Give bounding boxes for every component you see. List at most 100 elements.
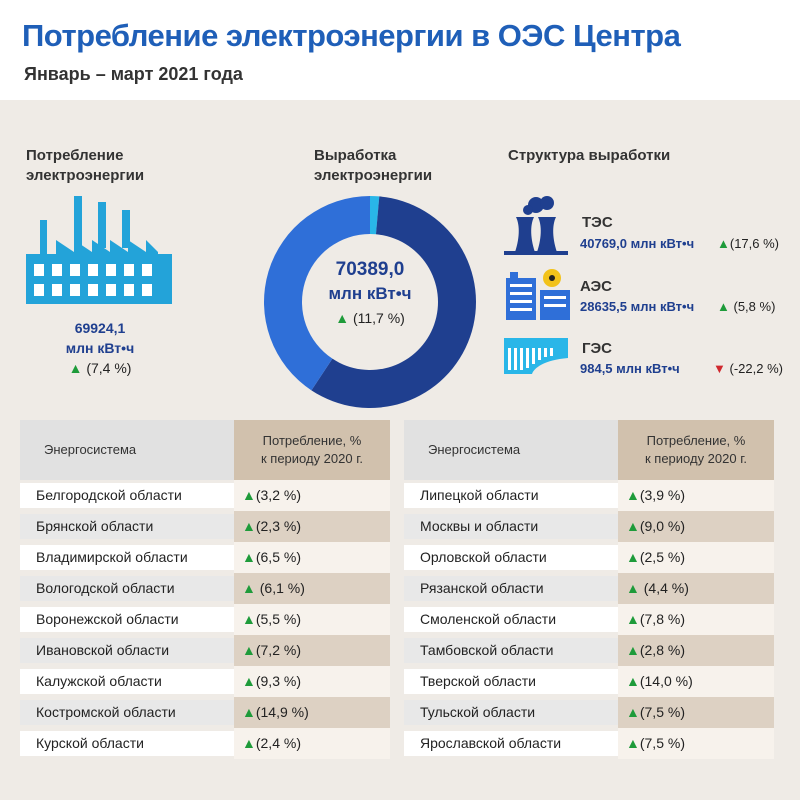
donut-slice-ges (370, 196, 380, 235)
up-arrow-icon: ▲ (626, 580, 640, 596)
up-arrow-icon: ▲ (242, 611, 256, 627)
region-name: Тамбовской области (404, 638, 618, 663)
generation-donut-chart (264, 196, 476, 408)
region-name: Вологодской области (20, 576, 234, 601)
table-row: Тамбовской области ▲(2,8 %) (404, 635, 774, 666)
table-row: Курской области ▲(2,4 %) (20, 728, 390, 759)
table-row: Вологодской области ▲ (6,1 %) (20, 573, 390, 604)
region-change: ▲(2,8 %) (618, 635, 774, 666)
table-body: Белгородской области ▲(3,2 %) Брянской обл… (20, 480, 390, 759)
structure-value-aes: 28635,5 млн кВт•ч (580, 299, 695, 314)
structure-name-ges: ГЭС (582, 340, 613, 357)
down-arrow-icon: ▼ (713, 361, 726, 376)
region-change: ▲(5,5 %) (234, 604, 390, 635)
up-arrow-icon: ▲ (242, 580, 256, 596)
table-header: Энергосистема Потребление, % к периоду 2… (20, 420, 390, 480)
region-name: Тульской области (404, 700, 618, 725)
region-name: Тверской области (404, 669, 618, 694)
table-body: Липецкой области ▲(3,9 %) Москвы и области… (404, 480, 774, 759)
generation-unit: млн кВт•ч (328, 284, 412, 303)
up-arrow-icon: ▲ (242, 735, 256, 751)
region-change: ▲(7,2 %) (234, 635, 390, 666)
region-name: Калужской области (20, 669, 234, 694)
donut-slice-aes (264, 196, 370, 391)
region-change: ▲(2,5 %) (618, 542, 774, 573)
region-name: Москвы и области (404, 514, 618, 539)
table-row: Липецкой области ▲(3,9 %) (404, 480, 774, 511)
region-change: ▲(2,4 %) (234, 728, 390, 759)
page-title: Потребление электроэнергии в ОЭС Центра (22, 18, 681, 53)
table-row: Тверской области ▲(14,0 %) (404, 666, 774, 697)
header-energosystem: Энергосистема (20, 420, 234, 480)
table-row: Ивановской области ▲(7,2 %) (20, 635, 390, 666)
structure-value-tes: 40769,0 млн кВт•ч (580, 236, 695, 251)
region-change: ▲(9,0 %) (618, 511, 774, 542)
region-change: ▲(7,5 %) (618, 728, 774, 759)
region-name: Смоленской области (404, 607, 618, 632)
up-arrow-icon: ▲ (242, 642, 256, 658)
region-name: Костромской области (20, 700, 234, 725)
consumption-value: 69924,1 млн кВт•ч ▲ (7,4 %) (20, 318, 180, 378)
table-row: Владимирской области ▲(6,5 %) (20, 542, 390, 573)
regions-table-left: Энергосистема Потребление, % к периоду 2… (20, 420, 390, 759)
structure-name-aes: АЭС (580, 278, 612, 295)
region-name: Брянской области (20, 514, 234, 539)
consumption-heading: Потребление электроэнергии (26, 147, 145, 184)
generation-heading: Выработка электроэнергии (314, 147, 433, 184)
up-arrow-icon: ▲ (242, 487, 256, 503)
up-arrow-icon: ▲ (626, 518, 640, 534)
up-arrow-icon: ▲ (626, 549, 640, 565)
table-row: Орловской области ▲(2,5 %) (404, 542, 774, 573)
factory-icon (26, 196, 172, 304)
region-name: Ярославской области (404, 731, 618, 756)
up-arrow-icon: ▲ (242, 704, 256, 720)
region-change: ▲(14,0 %) (618, 666, 774, 697)
generation-value: 70389,0 (335, 259, 405, 280)
up-arrow-icon: ▲ (242, 673, 256, 689)
page-subtitle: Январь – март 2021 года (24, 64, 243, 84)
region-name: Ивановской области (20, 638, 234, 663)
table-row: Брянской области ▲(2,3 %) (20, 511, 390, 542)
up-arrow-icon: ▲ (335, 310, 350, 326)
hydro-plant-icon (504, 338, 568, 374)
consumption-change: ▲ (7,4 %) (68, 360, 132, 376)
generation-center: 70389,0 млн кВт•ч ▲ (11,7 %) (285, 258, 455, 330)
region-name: Воронежской области (20, 607, 234, 632)
table-row: Ярославской области ▲(7,5 %) (404, 728, 774, 759)
up-arrow-icon: ▲ (626, 735, 640, 751)
thermal-plant-icon (504, 196, 568, 255)
up-arrow-icon: ▲ (626, 673, 640, 689)
region-change: ▲(14,9 %) (234, 697, 390, 728)
region-change: ▲(7,5 %) (618, 697, 774, 728)
region-name: Рязанской области (404, 576, 618, 601)
table-row: Тульской области ▲(7,5 %) (404, 697, 774, 728)
up-arrow-icon: ▲ (626, 704, 640, 720)
table-row: Смоленской области ▲(7,8 %) (404, 604, 774, 635)
region-name: Владимирской области (20, 545, 234, 570)
region-change: ▲ (4,4 %) (618, 573, 774, 604)
regions-table-right: Энергосистема Потребление, % к периоду 2… (404, 420, 774, 759)
region-name: Белгородской области (20, 483, 234, 508)
region-change: ▲(7,8 %) (618, 604, 774, 635)
region-name: Курской области (20, 731, 234, 756)
up-arrow-icon: ▲ (242, 549, 256, 565)
region-change: ▲(3,2 %) (234, 480, 390, 511)
region-change: ▲(6,5 %) (234, 542, 390, 573)
table-header: Энергосистема Потребление, % к периоду 2… (404, 420, 774, 480)
structure-heading: Структура выработки (508, 147, 671, 164)
table-row: Воронежской области ▲(5,5 %) (20, 604, 390, 635)
header-energosystem: Энергосистема (404, 420, 618, 480)
up-arrow-icon: ▲ (626, 487, 640, 503)
nuclear-plant-icon (506, 269, 570, 320)
header-consumption: Потребление, % к периоду 2020 г. (618, 420, 774, 480)
region-change: ▲ (6,1 %) (234, 573, 390, 604)
generation-change: ▲ (11,7 %) (335, 310, 405, 326)
structure-change-ges: ▼ (-22,2 %) (713, 361, 783, 376)
donut-slice-tes (311, 196, 476, 408)
up-arrow-icon: ▲ (717, 236, 730, 251)
table-row: Рязанской области ▲ (4,4 %) (404, 573, 774, 604)
up-arrow-icon: ▲ (717, 299, 730, 314)
region-name: Орловской области (404, 545, 618, 570)
table-row: Белгородской области ▲(3,2 %) (20, 480, 390, 511)
up-arrow-icon: ▲ (68, 360, 83, 376)
